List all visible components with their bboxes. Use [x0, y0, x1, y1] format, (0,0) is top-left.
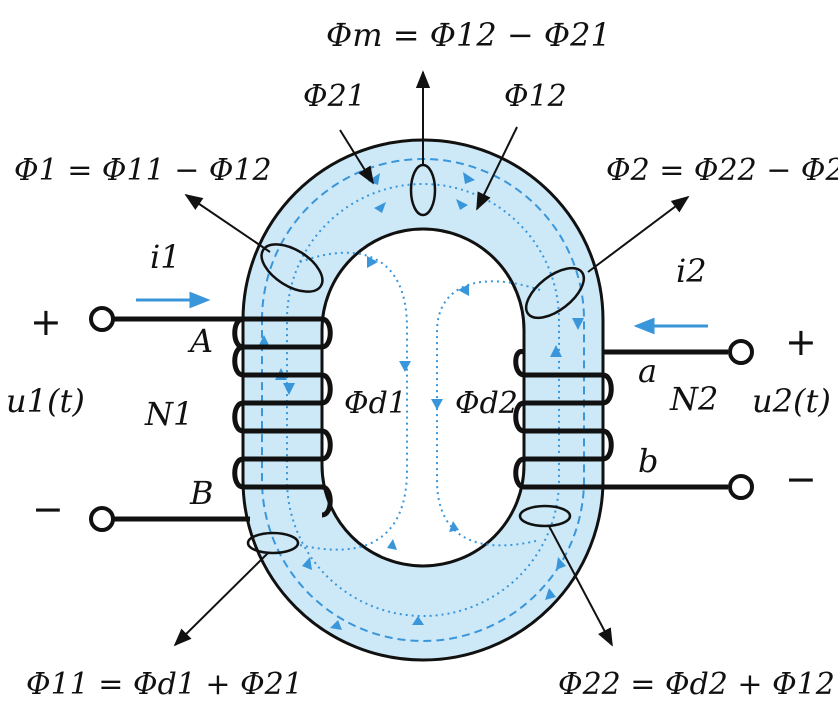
label-phi-1-eq: Φ1 = Φ11 − Φ12 [14, 153, 272, 188]
label-b: b [638, 442, 658, 480]
label-u2: u2(t) [752, 382, 831, 420]
terminal-plus-right [728, 339, 754, 365]
mutual-flux-loop [261, 158, 585, 642]
leakage-flux-d1 [299, 251, 409, 551]
label-B: B [189, 474, 214, 512]
label-phi-d1: Φd1 [344, 386, 407, 421]
label-minus-right: − [785, 457, 817, 501]
cross-section-right-top [524, 266, 586, 320]
label-phi-21: Φ21 [303, 79, 366, 114]
label-phi-m-eq: Φm = Φ12 − Φ21 [326, 16, 611, 54]
label-phi-2-eq: Φ2 = Φ22 − Φ21 [606, 153, 838, 188]
label-a: a [638, 352, 657, 390]
flux-arrowheads [258, 172, 584, 630]
terminal-minus-left [89, 506, 115, 532]
label-phi-d2: Φd2 [455, 386, 518, 421]
label-plus-left: + [30, 300, 62, 344]
cross-section-left-bottom [246, 531, 300, 555]
label-u1: u1(t) [6, 382, 85, 420]
label-N1: N1 [144, 395, 193, 433]
label-A: A [187, 322, 213, 360]
secondary-winding [513, 349, 728, 490]
label-phi-12: Φ12 [504, 79, 567, 114]
terminal-plus-left [89, 306, 115, 332]
label-phi-22-eq: Φ22 = Φd2 + Φ12 [558, 667, 835, 702]
terminal-minus-right [728, 474, 754, 500]
leader-lines [173, 70, 690, 647]
cross-section-left-top [260, 243, 324, 293]
label-N2: N2 [669, 380, 718, 418]
cross-section-right-bottom [518, 504, 572, 528]
label-i1: i1 [150, 238, 181, 276]
transformer-core [241, 138, 605, 662]
primary-winding [114, 316, 333, 522]
label-i2: i2 [676, 252, 707, 290]
label-minus-left: − [32, 487, 64, 531]
label-plus-right: + [785, 320, 817, 364]
label-phi-11-eq: Φ11 = Φd1 + Φ21 [26, 667, 303, 702]
